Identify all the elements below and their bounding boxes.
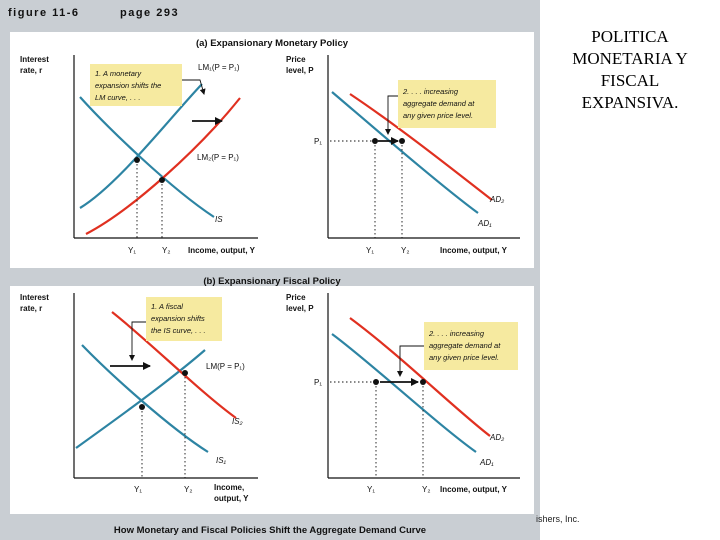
panel-b-background [10,286,534,514]
panel-a-title: (a) Expansionary Monetary Policy [196,38,349,49]
panel-b-ad2-curve [349,317,491,437]
side-title-line-2: MONETARIA Y [572,49,688,68]
panel-a-right-note-box [398,80,496,128]
panel-a-is-label: IS [215,215,223,224]
panel-b-lm-label: LM(P = P₁) [206,362,245,371]
panel-b-left-y2-tick: Y₂ [184,485,192,494]
panel-a-left-ylabel: Interest rate, r [20,55,51,75]
figure-image: figure 11-6 page 293 (a) Expansionary Mo… [0,0,540,540]
panel-a-left-graph: Interest rate, r LM₁(P = P₁) LM₂(P = P₁)… [20,55,258,255]
panel-a-lm2-label: LM₂(P = P₁) [197,153,239,162]
panel-a-left-note: 1. A monetary expansion shifts the LM cu… [95,69,163,102]
panel-a-left-note-pointer [182,79,206,95]
panel-a-ad1-curve [331,91,479,214]
panel-b-ad1-point [373,379,379,385]
panel-b-right-note-box [424,322,518,370]
panel-b-left-note-box [146,297,222,341]
panel-a-ad2-point [399,138,405,144]
panel-a-right-y2-tick: Y₂ [401,246,409,255]
panel-a-ad2-label: AD₂ [489,195,504,204]
panel-b-right-y2-tick: Y₂ [422,485,430,494]
figure-label: figure 11-6 [8,7,80,19]
panel-a-ad2-curve [349,93,493,201]
page-label: page 293 [120,7,179,19]
publisher-fragment: ishers, Inc. [536,514,580,524]
panel-a-right-note: 2. . . . increasing aggregate demand at … [402,87,476,120]
panel-b-ad1-curve [331,333,477,453]
panel-a-ad1-label: AD₁ [477,219,492,228]
panel-b-left-note: 1. A fiscal expansion shifts the IS curv… [151,302,207,335]
panel-b-left-y1-tick: Y₁ [134,485,142,494]
header-bar [0,0,540,24]
panel-b-ad1-label: AD₁ [479,458,494,467]
panel-b-right-ylabel: Price level, P [286,293,314,313]
panel-b-left-xlabel: Income, output, Y [214,483,249,503]
panel-a-right-graph: Price level, P P₁ AD₂ AD₁ 2. . . . incre… [286,55,520,255]
panel-a-lm1-label: LM₁(P = P₁) [198,63,240,72]
panel-b-p1-tick: P₁ [314,378,322,387]
panel-b-right-graph: Price level, P P₁ AD₂ AD₁ 2. . . . incre… [286,293,520,494]
panel-b-left-note-pointer [129,321,146,361]
panel-a-left-y1-tick: Y₁ [128,246,136,255]
side-title-line-3: FISCAL [600,71,660,90]
figure-caption: How Monetary and Fiscal Policies Shift t… [114,525,426,536]
panel-a-right-y1-tick: Y₁ [366,246,374,255]
panel-b-is2-curve [111,311,237,419]
panel-a-left-note-box [90,64,182,106]
panel-b-right-note-pointer [397,345,424,377]
panel-a-lm2-curve [85,97,241,235]
panel-b-ad2-point [420,379,426,385]
panel-b-left-graph: Interest rate, r LM(P = P₁) IS₂ IS₁ 1. A… [20,293,258,503]
panel-a-lm1-curve [79,83,203,209]
panel-b-ad2-label: AD₂ [489,433,504,442]
figure-svg: figure 11-6 page 293 (a) Expansionary Mo… [0,0,540,536]
panel-a-right-ylabel: Price level, P [286,55,314,75]
panel-b-is1-label: IS₁ [216,456,227,465]
panel-b-right-xlabel: Income, output, Y [440,485,508,494]
panel-a-is-curve [79,96,215,218]
panel-a-right-xlabel: Income, output, Y [440,246,508,255]
panel-b-is2-label: IS₂ [232,417,243,426]
panel-b-right-y1-tick: Y₁ [367,485,375,494]
panel-b-is1-curve [81,344,209,453]
side-title-line-1: POLITICA [591,27,669,46]
panel-b-right-note: 2. . . . increasing aggregate demand at … [428,329,502,362]
side-title-line-4: EXPANSIVA. [581,93,679,112]
panel-a-p1-tick: P₁ [314,137,322,146]
panel-b-left-ylabel: Interest rate, r [20,293,51,313]
panel-b-title: (b) Expansionary Fiscal Policy [203,276,341,287]
panel-a-right-note-pointer [385,95,398,135]
side-title: POLITICA MONETARIA Y FISCAL EXPANSIVA. [540,26,720,114]
panel-a-left-xlabel: Income, output, Y [188,246,256,255]
panel-a-left-y2-tick: Y₂ [162,246,170,255]
panel-a-ad1-point [372,138,378,144]
